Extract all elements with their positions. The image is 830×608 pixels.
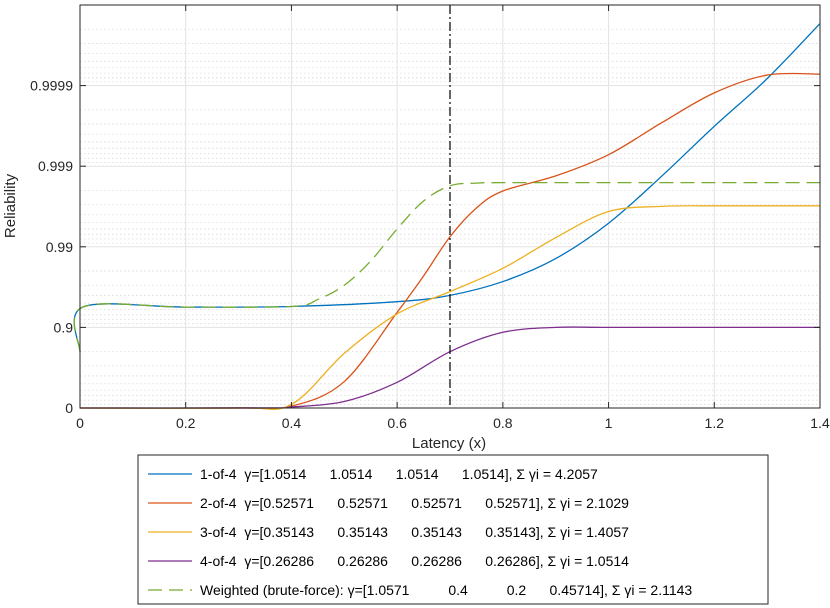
y-tick-labels: 0 0.9 0.99 0.999 0.9999	[30, 78, 73, 416]
x-tick-label-6: 1.2	[705, 415, 725, 431]
axis-ticks	[79, 5, 821, 409]
legend-label-1: 1-of-4 γ=[1.0514 1.0514 1.0514 1.0514], …	[200, 466, 598, 482]
grid-minor	[80, 28, 820, 405]
legend-label-2: 2-of-4 γ=[0.52571 0.52571 0.52571 0.5257…	[200, 495, 629, 511]
y-tick-label-0: 0	[65, 400, 73, 416]
x-tick-label-0: 0	[76, 415, 84, 431]
legend-items: 1-of-4 γ=[1.0514 1.0514 1.0514 1.0514], …	[148, 466, 692, 598]
y-axis-label: Reliability	[2, 173, 19, 238]
x-tick-label-7: 1.4	[810, 415, 830, 431]
x-tick-label-3: 0.6	[387, 415, 407, 431]
plot-frame	[79, 4, 821, 409]
y-tick-label-3: 0.999	[38, 158, 73, 174]
x-tick-label-5: 1	[605, 415, 613, 431]
legend-label-5: Weighted (brute-force): γ=[1.0571 0.4 0.…	[200, 582, 692, 598]
legend: 1-of-4 γ=[1.0514 1.0514 1.0514 1.0514], …	[137, 454, 769, 605]
y-tick-label-1: 0.9	[54, 319, 74, 335]
x-tick-label-1: 0.2	[176, 415, 196, 431]
y-tick-label-2: 0.99	[46, 239, 73, 255]
x-axis-label: Latency (x)	[412, 435, 486, 452]
x-tick-label-2: 0.4	[282, 415, 302, 431]
legend-box	[137, 454, 769, 605]
legend-label-3: 3-of-4 γ=[0.35143 0.35143 0.35143 0.3514…	[200, 524, 629, 540]
series-line-5	[73, 181, 820, 352]
x-tick-labels: 0 0.2 0.4 0.6 0.8 1 1.2 1.4	[76, 415, 830, 431]
series-line-3	[79, 205, 820, 410]
y-tick-label-4: 0.9999	[30, 78, 73, 94]
x-tick-label-4: 0.8	[493, 415, 513, 431]
legend-label-4: 4-of-4 γ=[0.26286 0.26286 0.26286 0.2628…	[200, 553, 629, 569]
